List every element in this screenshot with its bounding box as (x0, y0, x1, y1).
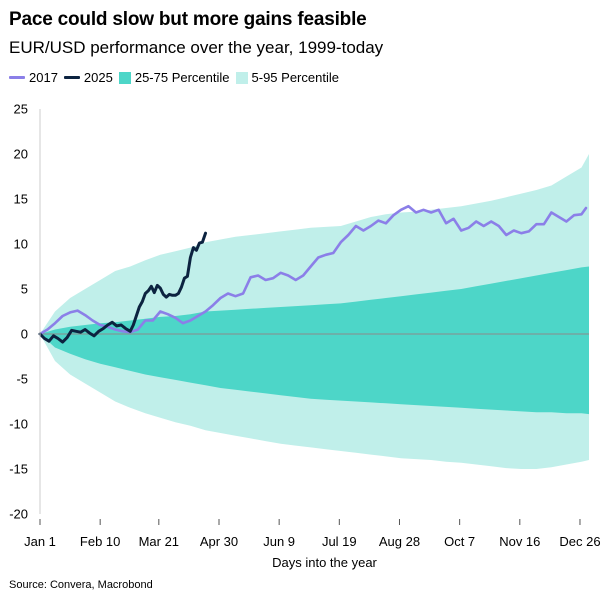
x-axis-label: Days into the year (272, 555, 377, 570)
x-tick-label: Aug 28 (379, 534, 420, 549)
y-tick-label: 5 (21, 282, 28, 297)
y-axis-ticks: -20 -15 -10 -5 0 5 10 15 20 25 (9, 102, 28, 522)
series-lines (38, 204, 588, 344)
chart-subtitle: EUR/USD performance over the year, 1999-… (9, 38, 384, 57)
y-tick-label: -10 (9, 417, 28, 432)
legend-swatch-25-75 (118, 71, 131, 84)
legend: 2017 2025 25-75 Percentile 5-95 Percenti… (9, 70, 345, 85)
legend-item-2025: 2025 (63, 70, 113, 85)
x-tick-label: Jul 19 (322, 534, 357, 549)
legend-item-25-75: 25-75 Percentile (118, 70, 230, 85)
y-tick-label: 25 (14, 102, 28, 117)
y-tick-label: -15 (9, 462, 28, 477)
legend-label-25-75: 25-75 Percentile (134, 70, 230, 85)
x-tick-label: Dec 26 (559, 534, 600, 549)
x-tick-label: Jan 1 (24, 534, 56, 549)
legend-label-5-95: 5-95 Percentile (251, 70, 339, 85)
y-tick-label: 10 (14, 237, 28, 252)
percentile-bands (40, 154, 589, 469)
legend-swatch-5-95 (235, 71, 248, 84)
series-line-2025 (38, 231, 207, 344)
y-tick-label: 0 (21, 327, 28, 342)
chart-title: Pace could slow but more gains feasible (9, 9, 367, 30)
y-tick-label: -20 (9, 507, 28, 522)
y-tick-label: 20 (14, 147, 28, 162)
legend-item-2017: 2017 (9, 70, 58, 85)
legend-label-2025: 2025 (83, 70, 113, 85)
x-tick-label: Mar 21 (139, 534, 179, 549)
legend-label-2017: 2017 (29, 70, 58, 85)
y-tick-label: 15 (14, 192, 28, 207)
legend-swatch-2025 (63, 76, 80, 79)
source-note: Source: Convera, Macrobond (9, 579, 153, 591)
y-tick-label: -5 (16, 372, 28, 387)
legend-swatch-2017 (9, 76, 25, 79)
x-tick-label: Oct 7 (444, 534, 475, 549)
legend-item-5-95: 5-95 Percentile (235, 70, 339, 85)
x-tick-label: Feb 10 (80, 534, 120, 549)
x-axis-ticks: Jan 1 Feb 10 Mar 21 Apr 30 Jun 9 Jul 19 Aug 28… (24, 519, 601, 549)
x-tick-label: Nov 16 (499, 534, 540, 549)
x-tick-label: Apr 30 (200, 534, 238, 549)
band-25-75-percentile (40, 266, 589, 415)
x-tick-label: Jun 9 (263, 534, 295, 549)
